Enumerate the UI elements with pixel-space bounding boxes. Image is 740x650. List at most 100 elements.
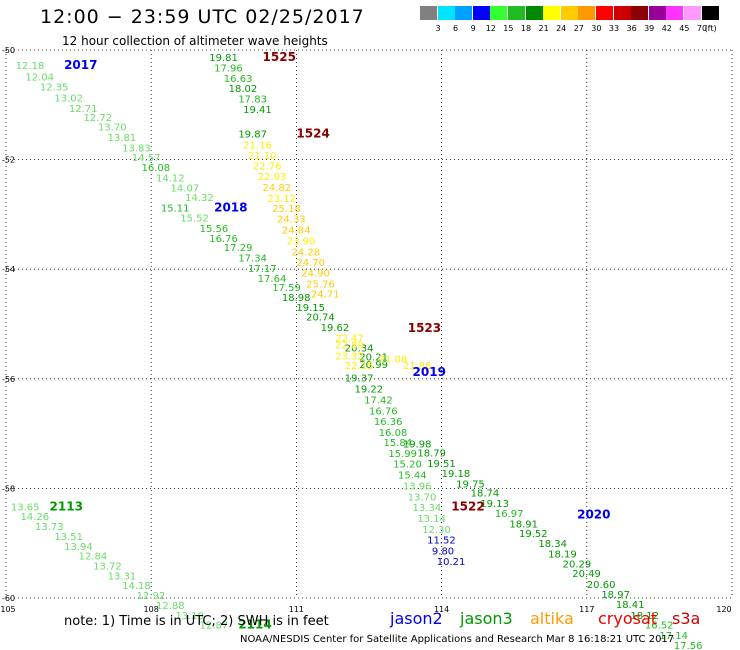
- wave-height-label: 14.07: [171, 183, 200, 194]
- wave-height-label: 12.30: [422, 525, 451, 536]
- lon-tick-label: 120: [716, 605, 731, 614]
- legend-swatch: [701, 6, 719, 20]
- wave-height-label: 13.72: [93, 562, 122, 573]
- legend-swatch: [560, 6, 578, 20]
- lat-tick-label: -60: [2, 594, 15, 603]
- footer-credit: NOAA/NESDIS Center for Satellite Applica…: [240, 634, 675, 645]
- wave-height-label: 13.94: [64, 542, 93, 553]
- wave-height-label: 23.12: [267, 194, 296, 205]
- legend-swatch: [437, 6, 455, 20]
- wave-height-label: 19.81: [209, 53, 238, 64]
- pass-number-label: 2017: [64, 58, 97, 72]
- legend-swatch: [455, 6, 473, 20]
- legend-swatch: [525, 6, 543, 20]
- wave-height-label: 12.84: [79, 552, 108, 563]
- wave-height-label: 11.52: [427, 536, 456, 547]
- wave-height-label: 18.34: [538, 539, 567, 550]
- wave-height-label: 9.80: [432, 547, 454, 558]
- wave-height-label: 17.64: [258, 274, 287, 285]
- legend-bin-label: 30: [591, 24, 602, 33]
- legend-bin-label: 27: [573, 24, 584, 33]
- wave-height-label: 19.52: [519, 529, 548, 540]
- legend-bin-label: 39: [644, 24, 655, 33]
- satellite-name-cryosat: cryosat: [598, 609, 658, 628]
- wave-height-label: 12.92: [137, 591, 166, 602]
- wave-height-label: 17.56: [674, 641, 703, 650]
- wave-height-label: 16.76: [209, 234, 238, 245]
- wave-height-label: 18.41: [616, 600, 645, 611]
- wave-height-label: 16.36: [374, 417, 403, 428]
- wave-height-label: 12.18: [16, 61, 45, 72]
- wave-height-label: 20.34: [345, 343, 374, 354]
- wave-height-label: 19.62: [321, 323, 350, 334]
- pass-number-label: 2113: [50, 499, 83, 513]
- satellite-name-jason3: jason3: [460, 609, 513, 628]
- wave-height-label: 14.57: [132, 153, 161, 164]
- wave-height-label: 24.90: [301, 268, 330, 279]
- legend-swatch: [508, 6, 525, 20]
- wave-height-label: 24.28: [292, 248, 321, 259]
- wave-height-label: 13.14: [417, 514, 446, 525]
- wave-height-label: 19.18: [442, 469, 471, 480]
- legend-bin-label: 15: [503, 24, 514, 33]
- wave-height-label: 15.52: [180, 214, 209, 225]
- wave-height-label: 17.42: [364, 395, 393, 406]
- wave-height-label: 19.13: [480, 499, 509, 510]
- legend-bin-label: 9: [470, 24, 476, 33]
- pass-number-label: 2019: [413, 365, 446, 379]
- wave-height-label: 12.88: [156, 601, 185, 612]
- wave-height-label: 25.18: [272, 204, 301, 215]
- pass-number-label: 1522: [451, 499, 484, 513]
- legend-swatch: [684, 6, 701, 20]
- pass-labels: 2017 2018 2019 2020 1525 1524 1523 1522 2113 2114: [50, 50, 611, 632]
- legend-bin-label: 24: [556, 24, 567, 33]
- wave-height-label: 15.44: [398, 471, 427, 482]
- legend-bin-label: 45: [679, 24, 690, 33]
- wave-height-label: 19.15: [296, 303, 325, 314]
- pass-number-label: 2114: [238, 618, 271, 632]
- pass-number-label: 1523: [408, 321, 441, 335]
- legend-bin-label: 3: [435, 24, 441, 33]
- wave-height-label: 17.34: [238, 254, 267, 265]
- wave-height-label: 19.51: [427, 459, 456, 470]
- wave-height-label: 13.51: [54, 532, 83, 543]
- map-grid: [5, 49, 733, 599]
- wave-height-label: 17.59: [272, 283, 301, 294]
- wave-height-label: 22.15: [345, 361, 374, 372]
- wave-height-label: 17.83: [238, 95, 267, 106]
- wave-height-label: 19.75: [456, 479, 485, 490]
- wave-height-label: 14.18: [122, 581, 151, 592]
- wave-height-label: 17.17: [248, 264, 277, 275]
- wave-height-label: 16.63: [224, 74, 253, 85]
- wave-height-label: 13.10: [175, 611, 204, 622]
- wave-height-label: 24.33: [277, 215, 306, 226]
- wave-height-label: 23.32: [335, 352, 364, 363]
- legend-swatch: [578, 6, 596, 20]
- legend-swatch: [420, 6, 437, 20]
- legend-bin-label: 33: [608, 24, 620, 33]
- wave-height-label: 13.70: [408, 492, 437, 503]
- legend-bin-label: 21: [538, 24, 549, 33]
- wave-height-label: 25.76: [306, 279, 335, 290]
- legend-swatch: [596, 6, 613, 20]
- wave-height-label: 12.87: [200, 621, 229, 632]
- wave-height-label: 18.12: [630, 611, 659, 622]
- wave-height-label: 12.35: [40, 83, 69, 94]
- wave-height-label: 24.82: [263, 183, 292, 194]
- legend-unit: (ft): [704, 24, 717, 33]
- legend-bin-label: 36: [626, 24, 637, 33]
- wave-height-label: 13.34: [413, 503, 442, 514]
- wave-height-label: 13.70: [98, 123, 127, 134]
- wave-height-label: 17.29: [224, 243, 253, 254]
- page-title: 12:00 − 23:59 UTC 02/25/2017: [40, 6, 365, 28]
- footer-note: note: 1) Time is in UTC; 2) SWH is in fe…: [64, 614, 329, 629]
- legend-swatch: [543, 6, 561, 20]
- wave-height-label: 19.98: [403, 439, 432, 450]
- wave-height-label: 18.91: [509, 519, 538, 530]
- legend-bin-label: 18: [520, 24, 532, 33]
- wave-height-label: 15.99: [388, 449, 417, 460]
- lat-tick-label: -52: [2, 156, 15, 165]
- lat-tick-label: -54: [2, 265, 15, 274]
- wave-height-label: 12.71: [69, 104, 98, 115]
- wave-height-label: 19.41: [243, 105, 272, 116]
